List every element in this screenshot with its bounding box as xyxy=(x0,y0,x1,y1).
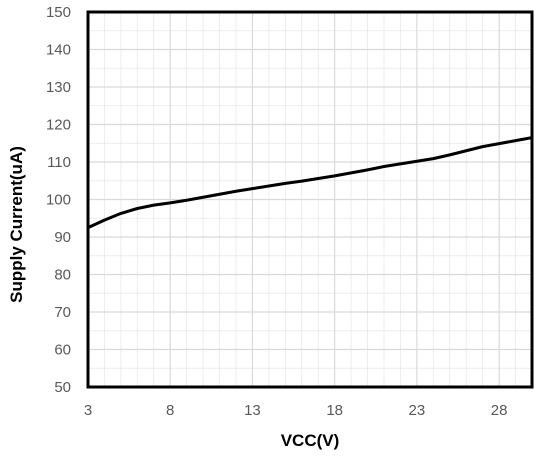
x-tick-label: 13 xyxy=(244,402,261,419)
x-tick-label: 3 xyxy=(84,402,92,419)
supply-current-line xyxy=(86,136,534,230)
y-tick-label: 80 xyxy=(54,267,71,284)
y-tick-label: 150 xyxy=(46,4,71,21)
y-tick-label: 110 xyxy=(47,154,71,171)
y-tick-label: 60 xyxy=(54,342,71,359)
x-tick-label: 8 xyxy=(166,402,174,419)
x-tick-label: 23 xyxy=(409,402,426,419)
y-axis-title: Supply Current(uA) xyxy=(7,146,26,303)
x-tick-label: 28 xyxy=(491,402,508,419)
y-tick-label: 70 xyxy=(54,304,71,321)
y-tick-label: 120 xyxy=(46,117,71,134)
y-tick-label: 140 xyxy=(46,42,71,59)
y-tick-label: 100 xyxy=(46,192,71,209)
y-tick-label: 90 xyxy=(54,229,71,246)
y-tick-label: 130 xyxy=(46,79,71,96)
x-tick-labels: 3 8 13 18 23 28 xyxy=(84,402,508,419)
plot-frame xyxy=(86,10,534,389)
x-tick-label: 18 xyxy=(326,402,343,419)
x-axis-title: VCC(V) xyxy=(281,431,340,450)
y-tick-label: 50 xyxy=(54,379,71,396)
y-tick-labels: 50 60 70 80 90 100 110 120 130 140 150 xyxy=(46,4,71,396)
